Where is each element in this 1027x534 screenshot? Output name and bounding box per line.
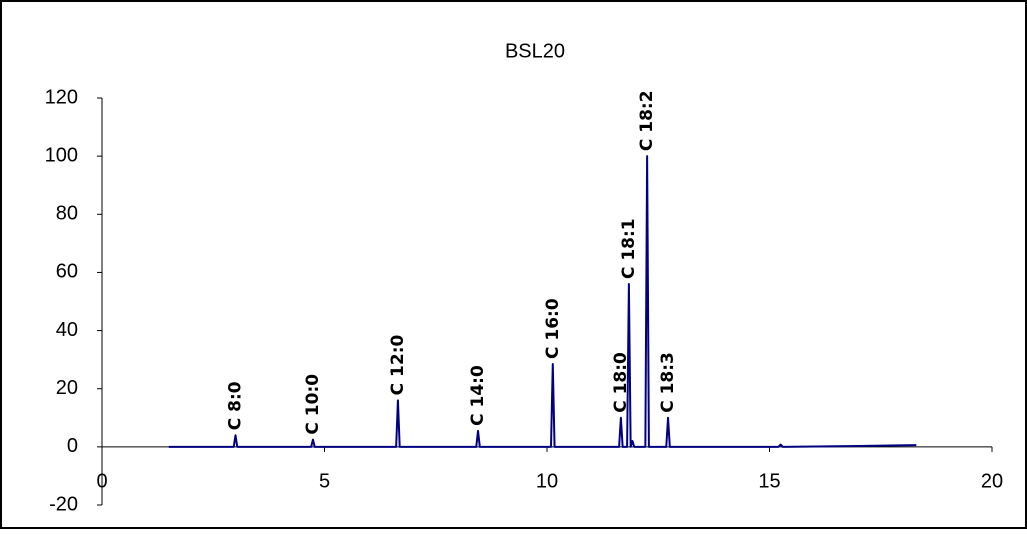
line bbox=[168, 155, 917, 448]
peak-label: C 18:1 bbox=[619, 218, 639, 279]
x-tick-label: 15 bbox=[758, 470, 780, 492]
peak-label: C 18:0 bbox=[611, 352, 631, 413]
y-tick-label: 120 bbox=[45, 86, 78, 108]
chart-title: BSL20 bbox=[505, 40, 565, 62]
x-tick-label: 5 bbox=[319, 470, 330, 492]
y-tick-label: 0 bbox=[67, 435, 78, 457]
peak-label: C 10:0 bbox=[303, 374, 323, 435]
y-tick-label: -20 bbox=[49, 493, 78, 515]
peak-label: C 18:3 bbox=[658, 352, 678, 413]
x-tick-label: 0 bbox=[96, 470, 107, 492]
y-tick-label: 80 bbox=[56, 203, 78, 225]
y-tick-label: 100 bbox=[45, 144, 78, 166]
y-tick-label: 60 bbox=[56, 261, 78, 283]
peak-label: C 12:0 bbox=[388, 334, 408, 395]
y-tick-label: 40 bbox=[56, 319, 78, 341]
peak-label: C 14:0 bbox=[468, 365, 488, 426]
x-tick-label: 20 bbox=[981, 470, 1003, 492]
peak-label: C 8:0 bbox=[226, 381, 246, 430]
peak-label: C 16:0 bbox=[543, 298, 563, 359]
x-tick-label: 10 bbox=[536, 470, 558, 492]
y-tick-label: 20 bbox=[56, 377, 78, 399]
peak-label: C 18:2 bbox=[637, 90, 657, 151]
